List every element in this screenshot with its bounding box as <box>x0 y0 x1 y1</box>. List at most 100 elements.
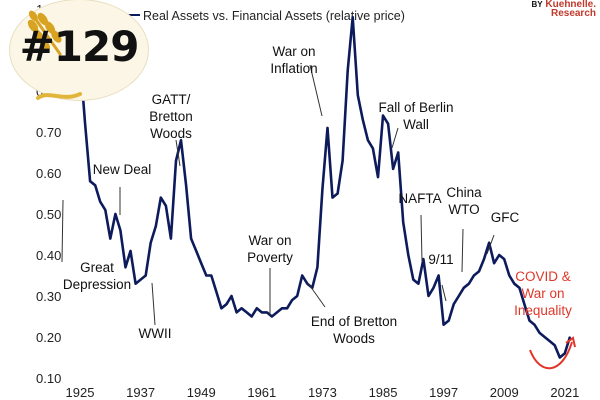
annotation-leader <box>309 64 323 117</box>
data-point <box>538 332 541 334</box>
annotation-label: War on <box>248 233 291 248</box>
data-point <box>235 311 238 314</box>
data-point <box>351 16 354 19</box>
data-point <box>266 311 268 314</box>
data-point <box>210 274 213 277</box>
data-point <box>503 258 506 260</box>
data-point <box>139 278 142 281</box>
annotation-label: WTO <box>448 202 479 217</box>
annotation-label: Fall of Berlin <box>378 100 453 115</box>
annotation-label: Woods <box>150 126 192 141</box>
y-tick-label: 0.20 <box>36 330 61 345</box>
x-tick-label: 1925 <box>66 385 95 400</box>
data-point <box>180 139 182 141</box>
data-point <box>220 307 223 310</box>
data-point <box>185 184 187 187</box>
data-point <box>478 270 480 273</box>
y-tick-label: 0.50 <box>36 207 61 222</box>
annotation-label: Inequality <box>514 303 572 318</box>
data-point <box>564 352 566 355</box>
data-point <box>407 254 410 256</box>
data-point <box>281 307 283 310</box>
data-point <box>154 225 157 228</box>
data-point <box>149 241 152 244</box>
data-point <box>548 340 551 342</box>
annotation-label: GATT/ <box>152 92 191 107</box>
data-point <box>205 274 208 277</box>
data-point <box>165 205 167 207</box>
annotation-leader <box>151 282 156 326</box>
data-point <box>427 295 430 297</box>
data-point <box>412 278 415 281</box>
data-point <box>301 274 304 277</box>
data-point <box>367 139 369 141</box>
data-point <box>230 295 233 297</box>
episode-badge: #129 <box>10 0 148 100</box>
data-point <box>533 323 536 326</box>
annotation-leader <box>420 214 423 263</box>
data-point <box>286 307 288 310</box>
data-point <box>124 266 127 269</box>
annotation-leader <box>486 234 495 255</box>
data-point <box>245 311 248 314</box>
data-point <box>255 307 258 310</box>
data-point <box>558 356 561 359</box>
data-point <box>215 291 218 293</box>
data-point <box>382 114 384 117</box>
data-point <box>392 168 394 170</box>
annotation-label: Woods <box>333 331 375 346</box>
data-point <box>326 127 329 129</box>
data-point <box>523 303 526 306</box>
y-tick-label: 0.40 <box>36 248 61 263</box>
data-point <box>362 118 364 121</box>
logo-line2: Research <box>550 8 596 17</box>
logo-line1: Kuehnelle. <box>545 0 596 10</box>
data-point <box>144 274 147 277</box>
data-point <box>457 295 460 297</box>
data-point <box>569 336 571 338</box>
data-point <box>331 196 334 199</box>
data-point <box>261 311 263 314</box>
annotation-label: WWII <box>139 326 172 341</box>
data-point <box>422 258 425 260</box>
data-point <box>190 237 192 240</box>
data-point <box>316 266 319 269</box>
x-tick-label: 1985 <box>369 385 398 400</box>
data-point <box>518 287 521 289</box>
annotation-label: NAFTA <box>398 191 441 206</box>
data-point <box>372 147 374 150</box>
y-tick-label: 0.60 <box>36 166 61 181</box>
brand-logo: BY Kuehnelle. Research <box>504 0 596 16</box>
data-point <box>468 282 470 285</box>
annotation-label: End of Bretton <box>311 314 397 329</box>
data-point <box>200 262 203 265</box>
data-point <box>94 184 96 187</box>
data-point <box>341 159 344 162</box>
data-point <box>129 250 132 252</box>
data-point <box>346 69 349 72</box>
data-point <box>447 319 450 322</box>
data-point <box>356 94 359 96</box>
data-point <box>271 315 273 318</box>
data-point <box>321 188 324 191</box>
covid-arrow-head <box>565 336 576 348</box>
data-point <box>452 303 455 306</box>
annotation-label: Great <box>80 260 114 275</box>
data-point <box>473 274 475 277</box>
y-tick-label: 0.70 <box>36 125 61 140</box>
annotation-label: New Deal <box>93 162 152 177</box>
x-tick-label: 1937 <box>126 385 155 400</box>
annotation-leader <box>61 199 64 263</box>
data-point <box>170 237 172 240</box>
annotation-label: Bretton <box>149 109 193 124</box>
annotation-leader <box>391 127 399 149</box>
data-point <box>296 295 298 297</box>
data-point <box>104 209 107 211</box>
annotation-label: Poverty <box>247 250 293 265</box>
annotation-leader <box>307 282 326 308</box>
annotation-label: 9/11 <box>428 252 453 267</box>
data-point <box>250 315 253 318</box>
x-tick-label: 1973 <box>308 385 337 400</box>
series-line <box>78 15 572 359</box>
data-point <box>513 282 516 285</box>
